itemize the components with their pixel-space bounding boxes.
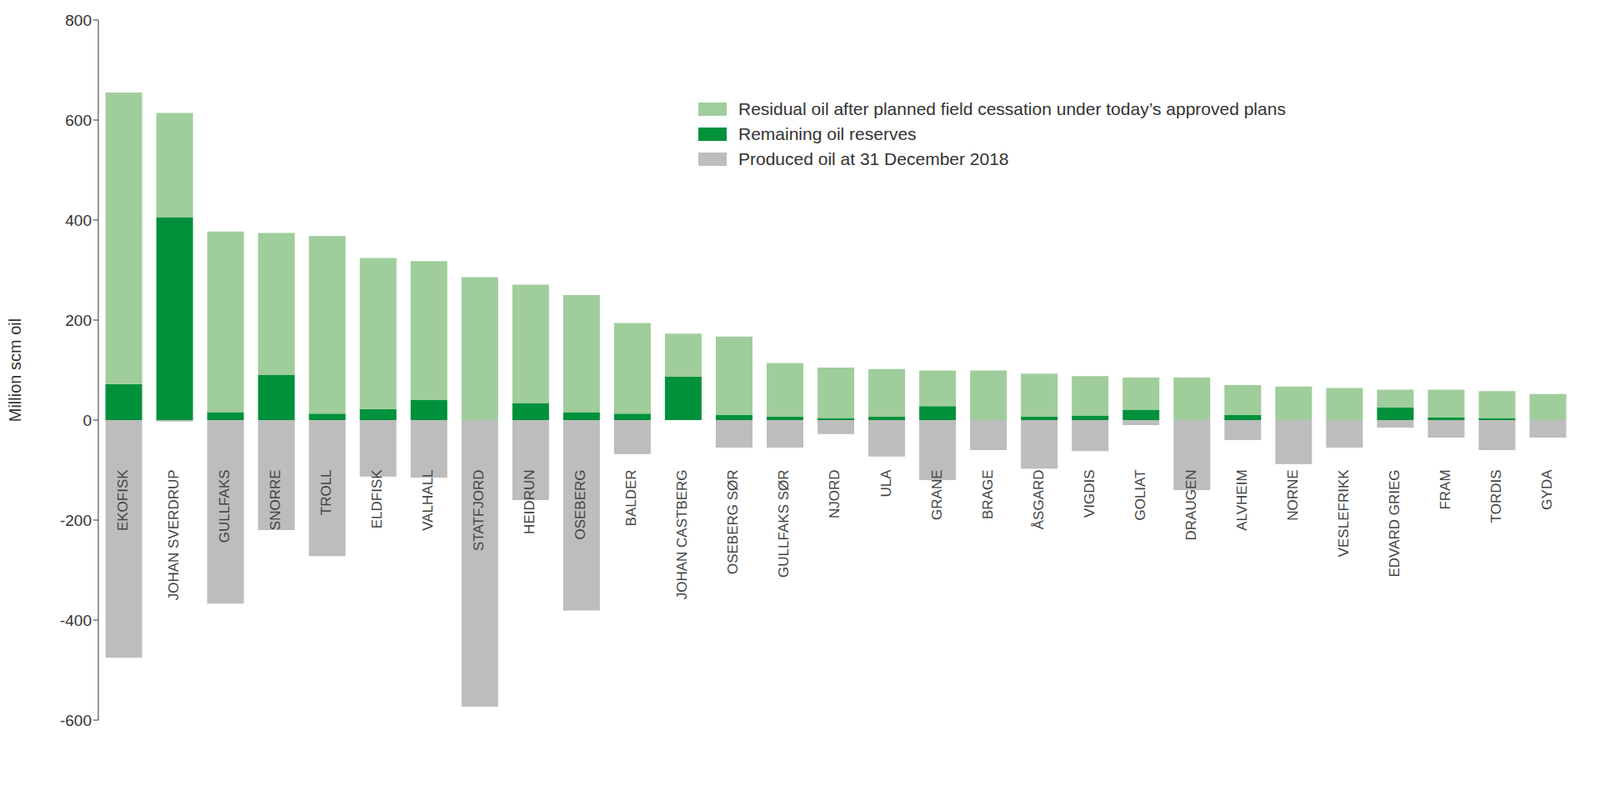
svg-text:OSEBERG: OSEBERG (572, 469, 589, 540)
svg-text:STATFJORD: STATFJORD (470, 469, 487, 551)
svg-text:Million scm oil: Million scm oil (6, 318, 25, 422)
svg-text:GYDA: GYDA (1539, 469, 1555, 510)
svg-text:NORNE: NORNE (1285, 469, 1301, 520)
svg-text:TORDIS: TORDIS (1488, 469, 1505, 523)
svg-text:HEIDRUN: HEIDRUN (521, 469, 538, 534)
svg-text:-200: -200 (60, 511, 92, 530)
svg-text:GULLFAKS SØR: GULLFAKS SØR (775, 469, 792, 577)
svg-text:JOHAN SVERDRUP: JOHAN SVERDRUP (165, 469, 182, 600)
svg-text:ULA: ULA (878, 469, 895, 498)
svg-text:VESLEFRIKK: VESLEFRIKK (1335, 469, 1352, 558)
svg-text:BALDER: BALDER (623, 469, 640, 526)
html-text:Residual oil after planned fie: Residual oil after planned field cessati… (738, 99, 1286, 119)
svg-text:FRAM: FRAM (1437, 469, 1454, 510)
svg-text:600: 600 (65, 111, 92, 130)
svg-text:0: 0 (82, 411, 92, 430)
svg-text:800: 800 (65, 11, 92, 30)
svg-text:400: 400 (65, 211, 92, 230)
svg-text:SNORRE: SNORRE (267, 469, 284, 530)
svg-text:200: 200 (65, 311, 92, 330)
svg-text:TROLL: TROLL (318, 469, 335, 515)
svg-text:GULLFAKS: GULLFAKS (216, 469, 233, 543)
svg-text:-600: -600 (60, 711, 92, 730)
svg-text:EDVARD GRIEG: EDVARD GRIEG (1386, 469, 1403, 577)
svg-text:JOHAN CASTBERG: JOHAN CASTBERG (674, 469, 690, 600)
svg-text:-400: -400 (60, 611, 92, 630)
svg-text:DRAUGEN: DRAUGEN (1183, 469, 1200, 540)
svg-text:GOLIAT: GOLIAT (1132, 469, 1149, 520)
svg-text:ALVHEIM: ALVHEIM (1234, 469, 1250, 530)
html-text:Produced oil at 31 December 20: Produced oil at 31 December 2018 (738, 149, 1009, 169)
svg-text:ELDFISK: ELDFISK (369, 469, 385, 530)
svg-text:VALHALL: VALHALL (420, 469, 436, 530)
svg-text:EKOFISK: EKOFISK (115, 469, 131, 531)
svg-text:BRAGE: BRAGE (980, 469, 996, 520)
html-text:Remaining oil reserves: Remaining oil reserves (738, 124, 917, 144)
svg-text:OSEBERG SØR: OSEBERG SØR (725, 469, 741, 575)
svg-text:VIGDIS: VIGDIS (1081, 469, 1098, 518)
svg-text:GRANE: GRANE (929, 469, 945, 520)
svg-text:NJORD: NJORD (826, 469, 843, 519)
svg-text:ÅSGARD: ÅSGARD (1030, 469, 1047, 530)
